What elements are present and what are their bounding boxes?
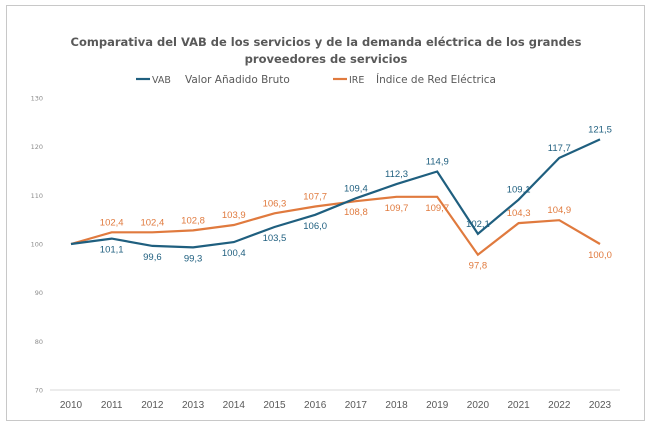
data-label-ire: 102,4 — [140, 217, 164, 228]
data-label-vab: 121,5 — [588, 124, 612, 135]
x-tick-label: 2011 — [101, 400, 123, 411]
data-label-vab: 106,0 — [303, 221, 327, 232]
data-label-vab: 99,3 — [184, 253, 203, 264]
y-tick-label: 70 — [35, 387, 43, 395]
x-tick-label: 2019 — [426, 400, 449, 411]
data-label-ire: 109,7 — [385, 203, 409, 214]
x-axis: 2010 2011 2012 2013 2014 2015 2016 2017 2018 2019… — [60, 400, 612, 411]
data-label-vab: 114,9 — [426, 156, 449, 167]
x-tick-label: 2013 — [182, 400, 205, 411]
data-label-ire: 102,8 — [181, 215, 205, 226]
chart-title-line-1: Comparativa del VAB de los servicios y d… — [70, 35, 582, 49]
data-label-vab: 100,4 — [222, 248, 246, 259]
y-tick-label: 110 — [31, 192, 43, 200]
data-label-ire: 102,4 — [100, 217, 124, 228]
y-tick-label: 90 — [35, 289, 43, 297]
y-tick-label: 100 — [31, 241, 43, 249]
x-tick-label: 2016 — [304, 400, 327, 411]
x-tick-label: 2023 — [589, 400, 612, 411]
data-label-ire: 109,7 — [425, 203, 449, 214]
x-tick-label: 2017 — [345, 400, 368, 411]
series-line-vab — [70, 138, 601, 249]
x-tick-label: 2021 — [507, 400, 530, 411]
x-tick-label: 2022 — [548, 400, 571, 411]
data-label-vab: 112,3 — [385, 169, 408, 180]
data-label-ire: 107,7 — [303, 192, 327, 203]
legend: VAB Valor Añadido Bruto IRE Índice de Re… — [136, 73, 496, 86]
legend-ire-text: Índice de Red Eléctrica — [376, 73, 496, 86]
data-label-vab: 103,5 — [263, 233, 287, 244]
y-tick-label: 120 — [31, 143, 43, 151]
x-tick-label: 2020 — [467, 400, 490, 411]
data-label-ire: 104,3 — [507, 208, 531, 219]
data-label-vab: 101,1 — [100, 245, 124, 256]
x-tick-label: 2015 — [263, 400, 286, 411]
chart-title-line-2: proveedores de servicios — [244, 52, 408, 66]
series-group — [70, 138, 601, 257]
data-label-vab: 109,4 — [344, 183, 368, 194]
data-label-ire: 108,8 — [344, 207, 368, 218]
data-label-vab: 102,1 — [466, 219, 490, 230]
x-tick-label: 2014 — [223, 400, 246, 411]
data-label-ire: 100,0 — [588, 250, 612, 261]
y-axis: 70 80 90 100 110 120 130 — [31, 95, 43, 395]
legend-vab-code: VAB — [152, 75, 171, 86]
x-tick-label: 2010 — [60, 400, 83, 411]
legend-ire-code: IRE — [349, 75, 364, 86]
y-tick-label: 130 — [31, 95, 43, 103]
legend-vab-text: Valor Añadido Bruto — [185, 74, 290, 86]
data-labels: 101,1 99,6 99,3 100,4 103,5 106,0 109,4 112,3 11… — [100, 124, 612, 271]
data-label-vab: 109,1 — [507, 185, 531, 196]
x-tick-label: 2012 — [141, 400, 164, 411]
y-tick-label: 80 — [35, 338, 43, 346]
data-label-ire: 97,8 — [469, 261, 488, 272]
data-label-vab: 99,6 — [143, 252, 162, 263]
x-tick-label: 2018 — [385, 400, 408, 411]
chart-title: Comparativa del VAB de los servicios y d… — [0, 34, 652, 68]
data-label-ire: 103,9 — [222, 210, 246, 221]
data-label-vab: 117,7 — [548, 143, 571, 154]
series-line-ire — [70, 195, 601, 257]
data-label-ire: 106,3 — [263, 198, 287, 209]
data-label-ire: 104,9 — [547, 205, 571, 216]
chart-frame — [6, 5, 645, 421]
